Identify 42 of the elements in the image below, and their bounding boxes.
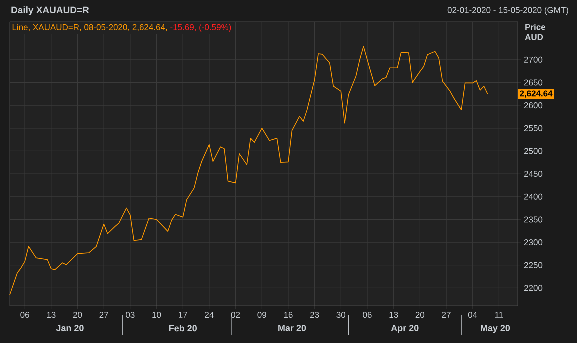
x-tick-label: 10 bbox=[152, 312, 162, 318]
y-tick-label: 2700 bbox=[524, 56, 543, 63]
y-tick-label: 2400 bbox=[524, 194, 543, 200]
y-tick-label: 2250 bbox=[524, 262, 543, 268]
y-tick-label: 2550 bbox=[524, 125, 543, 132]
x-tick-label: 06 bbox=[363, 312, 372, 318]
x-tick-label: 30 bbox=[336, 312, 346, 318]
x2-tick-label: May 20 bbox=[481, 325, 510, 334]
line-series bbox=[10, 46, 488, 296]
x-tick-label: 17 bbox=[179, 312, 188, 318]
x-tick-label: 09 bbox=[258, 312, 266, 318]
x-tick-label: 23 bbox=[310, 312, 320, 318]
y-tick-label: 2650 bbox=[524, 80, 543, 86]
y-tick-label: 2350 bbox=[524, 216, 543, 223]
x2-tick-label: Feb 20 bbox=[169, 325, 197, 332]
x-tick-label: 27 bbox=[100, 312, 108, 318]
annotation: -15.69, (-0.59%) bbox=[170, 24, 232, 32]
x-tick-label: 13 bbox=[47, 312, 56, 318]
x-tick-label: 11 bbox=[495, 312, 504, 318]
x2-tick-label: Jan 20 bbox=[56, 325, 84, 332]
x-tick-label: 24 bbox=[205, 312, 214, 318]
x2-tick-label: Mar 20 bbox=[278, 325, 306, 332]
y-tick-label: 2200 bbox=[524, 285, 543, 292]
x-tick-label: 20 bbox=[73, 312, 82, 318]
chart-title: Daily XAUAUD=R bbox=[12, 6, 90, 16]
x-tick-label: 03 bbox=[126, 312, 135, 318]
x-tick-label: 27 bbox=[442, 312, 451, 318]
x2-tick-label: Apr 20 bbox=[391, 325, 419, 334]
x-tick-label: 16 bbox=[284, 312, 293, 318]
x-tick-label: 13 bbox=[390, 312, 398, 318]
y-axis-title: Price AUD bbox=[525, 24, 546, 40]
y-tick-label: 2500 bbox=[524, 148, 543, 154]
y-tick-label: 2600 bbox=[524, 102, 543, 109]
x-tick-label: 06 bbox=[20, 312, 30, 318]
text: 2,624.64 bbox=[520, 90, 553, 98]
y-tick-label: 2450 bbox=[524, 171, 543, 178]
annotation: Line, XAUAUD=R, 08-05-2020, 2,624.64, bbox=[12, 24, 168, 32]
chart-subtitle: 02-01-2020 - 15-05-2020 (GMT) bbox=[448, 7, 568, 15]
y-tick-label: 2300 bbox=[524, 240, 543, 246]
x-tick-label: 02 bbox=[231, 312, 240, 318]
x-tick-label: 04 bbox=[468, 312, 478, 318]
x-tick-label: 20 bbox=[416, 312, 425, 318]
